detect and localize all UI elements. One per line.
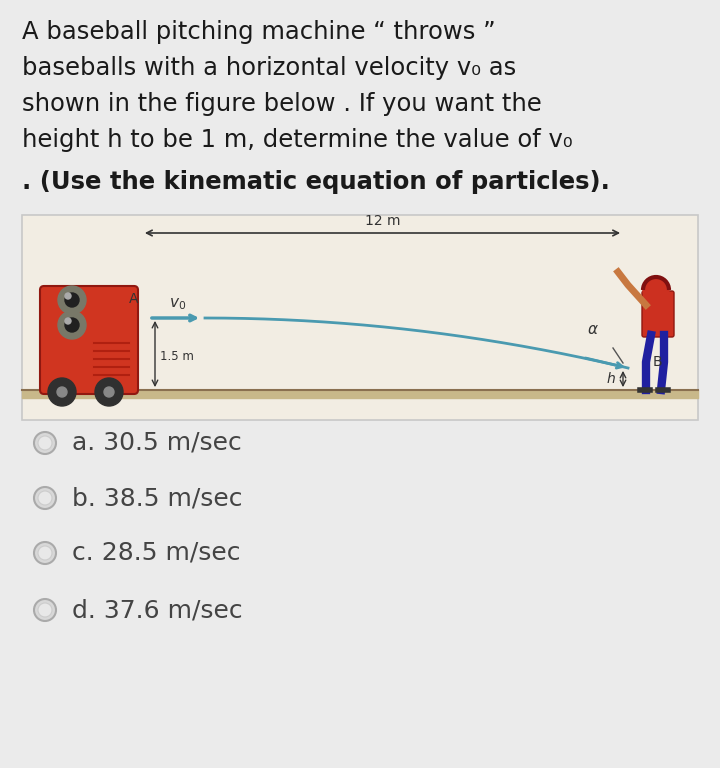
Text: a. 30.5 m/sec: a. 30.5 m/sec <box>72 431 242 455</box>
Circle shape <box>58 286 86 314</box>
Circle shape <box>95 378 123 406</box>
Circle shape <box>34 599 56 621</box>
Text: $\alpha$: $\alpha$ <box>587 323 599 337</box>
Text: A baseball pitching machine “ throws ”: A baseball pitching machine “ throws ” <box>22 20 495 44</box>
Text: baseballs with a horizontal velocity v₀ as: baseballs with a horizontal velocity v₀ … <box>22 56 516 80</box>
Circle shape <box>65 318 71 324</box>
Circle shape <box>65 318 79 332</box>
Circle shape <box>65 293 79 307</box>
Circle shape <box>34 542 56 564</box>
Circle shape <box>34 487 56 509</box>
Circle shape <box>38 491 52 505</box>
FancyBboxPatch shape <box>642 291 674 337</box>
Circle shape <box>34 432 56 454</box>
Circle shape <box>104 387 114 397</box>
Circle shape <box>57 387 67 397</box>
Circle shape <box>38 603 52 617</box>
Text: 1.5 m: 1.5 m <box>160 349 194 362</box>
Text: c. 28.5 m/sec: c. 28.5 m/sec <box>72 541 240 565</box>
Circle shape <box>48 378 76 406</box>
Text: h: h <box>606 372 615 386</box>
FancyBboxPatch shape <box>22 215 698 420</box>
Circle shape <box>58 311 86 339</box>
Text: $v_0$: $v_0$ <box>169 296 186 312</box>
Text: height h to be 1 m, determine the value of v₀: height h to be 1 m, determine the value … <box>22 128 572 152</box>
Text: shown in the figure below . If you want the: shown in the figure below . If you want … <box>22 92 541 116</box>
Text: b. 38.5 m/sec: b. 38.5 m/sec <box>72 486 243 510</box>
Text: . (Use the kinematic equation of particles).: . (Use the kinematic equation of particl… <box>22 170 610 194</box>
Text: A: A <box>129 292 138 306</box>
Text: 12 m: 12 m <box>365 214 400 228</box>
Circle shape <box>38 436 52 450</box>
Circle shape <box>38 546 52 560</box>
Text: d. 37.6 m/sec: d. 37.6 m/sec <box>72 598 243 622</box>
Circle shape <box>65 293 71 299</box>
Text: B: B <box>653 355 662 369</box>
Circle shape <box>643 277 669 303</box>
FancyBboxPatch shape <box>40 286 138 394</box>
